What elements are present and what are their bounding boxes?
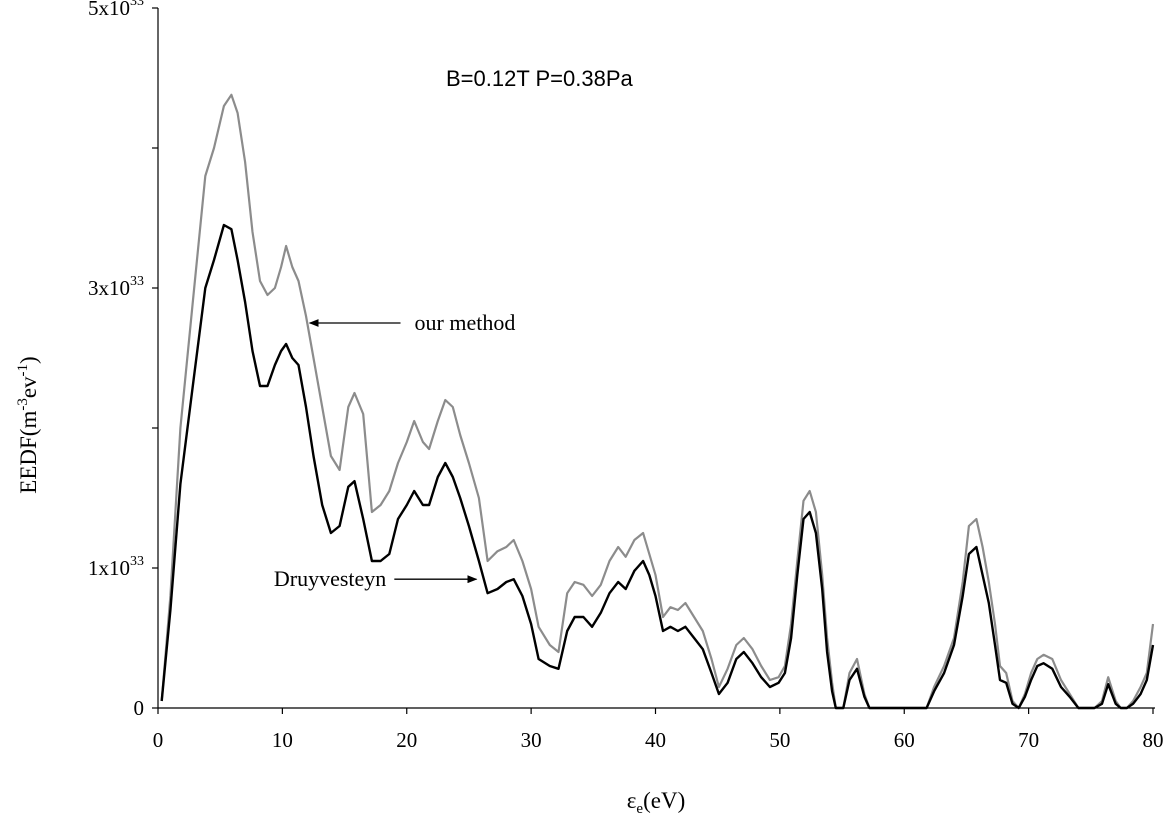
x-axis-subscript: e (636, 801, 643, 817)
y-tick-label-3: 3x1033 (88, 274, 144, 300)
y-tick-label-base: 0 (134, 696, 145, 720)
x-axis-unit: (eV) (643, 788, 685, 813)
series-line-our-method (160, 93, 1155, 710)
series-line-druyvesteyn (160, 223, 1155, 710)
y-axis-mid: ev (16, 376, 41, 398)
y-axis-exp1: -3 (15, 398, 31, 411)
y-axis-prefix: EEDF(m (16, 411, 41, 494)
annotation-layer: our method Druyvesteyn (274, 310, 515, 591)
y-axis-suffix: ) (16, 356, 41, 364)
x-tick-label-60: 60 (894, 728, 915, 752)
x-tick-label-70: 70 (1018, 728, 1039, 752)
y-axis-exp2: -1 (15, 364, 31, 377)
x-tick-label-30: 30 (521, 728, 542, 752)
x-tick-label-0: 0 (153, 728, 164, 752)
y-tick-label-exponent: 33 (130, 274, 144, 289)
y-tick-label-base: 1x10 (88, 556, 130, 580)
x-tick-label-80: 80 (1143, 728, 1164, 752)
y-tick-label-5: 5x1033 (88, 0, 144, 20)
x-tick-label-20: 20 (396, 728, 417, 752)
y-tick-label-exponent: 33 (130, 0, 144, 9)
y-tick-label-1: 1x1033 (88, 554, 144, 580)
y-axis-title: EEDF(m-3ev-1) (15, 356, 41, 493)
x-tick-label-40: 40 (645, 728, 666, 752)
x-axis-symbol: ε (627, 788, 637, 813)
y-tick-label-base: 5x10 (88, 0, 130, 20)
x-axis-title: εe(eV) (627, 788, 685, 817)
y-tick-label-base: 3x10 (88, 276, 130, 300)
x-tick-label-50: 50 (769, 728, 790, 752)
y-tick-label-0: 0 (134, 696, 145, 720)
annotation-label-1: Druyvesteyn (274, 566, 386, 591)
series-layer (160, 93, 1155, 710)
annotation-label-0: our method (415, 310, 516, 335)
x-tick-label-10: 10 (272, 728, 293, 752)
x-ticks: 0 10 20 30 40 50 60 70 80 (153, 708, 1164, 752)
y-tick-label-exponent: 33 (130, 554, 144, 569)
condition-note: B=0.12T P=0.38Pa (446, 66, 634, 91)
axes (157, 8, 1155, 709)
